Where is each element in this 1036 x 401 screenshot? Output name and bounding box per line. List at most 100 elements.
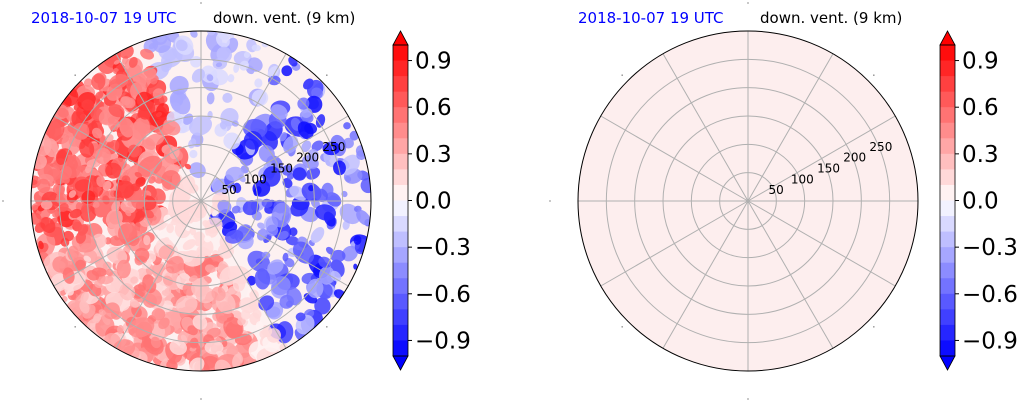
grid-spoke <box>53 200 202 287</box>
field-cell <box>175 39 188 52</box>
field-cell <box>279 294 295 309</box>
colorbar-level <box>393 138 408 155</box>
field-cell <box>125 209 132 217</box>
grid-spoke <box>747 200 834 349</box>
field-cell <box>105 162 122 179</box>
colorbar-level <box>940 340 955 357</box>
colorbar-tick-label: 0.0 <box>962 189 999 215</box>
field-cell <box>193 231 206 247</box>
field-cell <box>219 121 227 130</box>
field-cell <box>155 112 163 118</box>
field-cell <box>81 99 95 111</box>
field-cell <box>305 95 323 113</box>
angular-tick-dot <box>873 326 875 328</box>
grid-spoke <box>200 200 349 287</box>
colorbar-level <box>940 122 955 139</box>
chart-panel-right: 2018-10-07 19 UTC down. vent. (9 km) 50 1… <box>546 0 1036 401</box>
field-cell <box>237 317 246 326</box>
field-cell <box>211 286 226 301</box>
colorbar-level <box>940 231 955 248</box>
field-cell <box>188 138 197 149</box>
colorbar-tick-label: 0.6 <box>415 95 452 121</box>
radial-tick-label: 50 <box>769 183 784 197</box>
field-cell <box>190 31 198 38</box>
field-cell <box>158 244 175 260</box>
field-cell <box>152 34 172 53</box>
field-cell <box>79 300 90 314</box>
field-cell <box>353 263 358 270</box>
field-cell <box>310 227 325 243</box>
field-cell <box>166 223 174 234</box>
field-cell <box>105 209 123 229</box>
grid-spoke <box>662 53 749 202</box>
chart-title-variable: down. vent. (9 km) <box>760 9 903 27</box>
colorbar-level <box>940 262 955 279</box>
colorbar-level <box>393 122 408 139</box>
field-cell <box>40 200 53 210</box>
field-cell <box>91 73 106 90</box>
colorbar-level <box>940 247 955 264</box>
field-cell <box>285 236 299 246</box>
field-cell <box>279 132 287 142</box>
field-cell <box>343 122 351 130</box>
colorbar-level <box>940 200 955 217</box>
field-cell <box>153 229 161 235</box>
angular-tick-dot <box>200 398 202 400</box>
field-cell <box>289 227 298 237</box>
field-cell <box>83 255 92 262</box>
angular-tick-dot <box>2 200 4 202</box>
field-cell <box>38 240 44 250</box>
field-cell <box>150 336 161 349</box>
colorbar-level <box>393 262 408 279</box>
radial-tick-label: 200 <box>843 151 866 165</box>
field-cell <box>169 90 191 115</box>
field-cell <box>243 131 263 150</box>
field-cell <box>266 224 279 237</box>
field-cell <box>314 297 331 315</box>
field-cell <box>243 51 250 58</box>
field-cell <box>209 68 229 86</box>
colorbar-level <box>393 340 408 357</box>
field-cell <box>297 121 314 140</box>
field-cell <box>40 217 56 233</box>
field-cell <box>305 167 321 180</box>
colorbar-level <box>393 60 408 77</box>
field-cell <box>37 178 51 194</box>
field-cell <box>119 117 135 138</box>
colorbar-level <box>940 60 955 77</box>
field-cell <box>100 275 114 285</box>
field-cell <box>169 339 187 356</box>
colorbar: 0.9 0.6 0.3 0.0 −0.3 −0.6 −0.9 <box>392 30 471 371</box>
colorbar-tick-label: −0.9 <box>962 328 1018 354</box>
field-cell <box>115 180 135 199</box>
field-cell <box>189 337 199 349</box>
field-cell <box>31 203 39 211</box>
field-cell <box>191 68 205 83</box>
colorbar-tick-label: 0.3 <box>415 142 452 168</box>
field-cell <box>353 235 362 245</box>
field-cell <box>295 312 306 322</box>
field-cell <box>225 229 244 244</box>
field-cell <box>216 46 232 63</box>
field-cell <box>180 334 188 343</box>
chart-title-variable: down. vent. (9 km) <box>213 9 356 27</box>
grid-spoke <box>662 200 749 349</box>
field-cell <box>278 230 289 240</box>
field-cell <box>120 96 134 109</box>
field-cell <box>315 114 326 128</box>
field-cell <box>85 164 92 174</box>
field-cell <box>162 120 181 136</box>
field-cell <box>333 160 346 176</box>
field-cell <box>113 59 120 65</box>
field-cell <box>231 205 241 214</box>
field-cell <box>102 195 110 205</box>
field-cell <box>242 200 260 216</box>
colorbar-tick-label: −0.6 <box>962 282 1018 308</box>
field-cell <box>83 78 93 87</box>
field-cell <box>161 170 181 190</box>
field-cell <box>271 202 292 228</box>
radial-tick-label: 250 <box>322 140 345 154</box>
colorbar-level <box>393 216 408 233</box>
field-cell <box>307 278 324 299</box>
